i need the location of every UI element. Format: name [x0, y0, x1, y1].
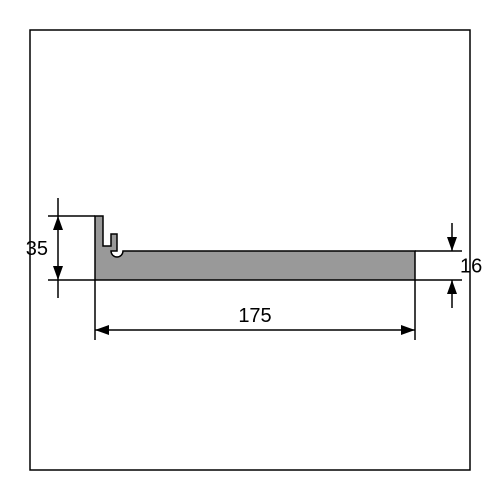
dim-arrow — [401, 325, 415, 335]
dim-arrow — [447, 280, 457, 294]
dim-arrow — [53, 216, 63, 230]
profile-cross-section — [95, 216, 415, 280]
dim-arrow — [95, 325, 109, 335]
dim-label-width: 175 — [238, 305, 271, 327]
dim-arrow — [53, 266, 63, 280]
dim-label-height-left: 35 — [26, 238, 48, 260]
dim-arrow — [447, 237, 457, 251]
dim-label-thickness: 16 — [460, 256, 482, 278]
